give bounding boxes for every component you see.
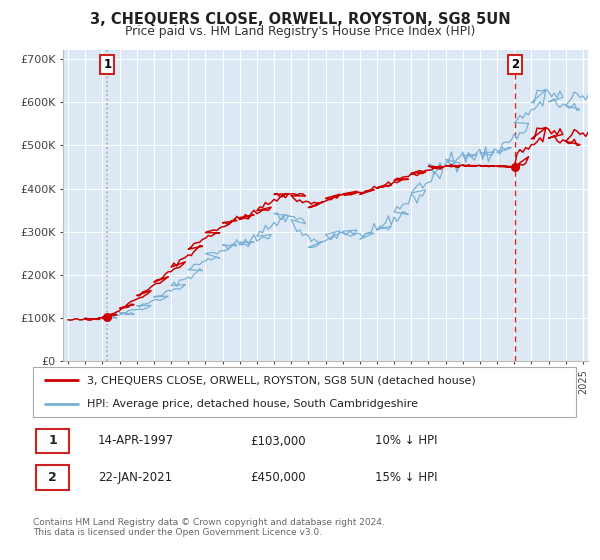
Text: 10% ↓ HPI: 10% ↓ HPI [375,435,437,447]
Text: 3, CHEQUERS CLOSE, ORWELL, ROYSTON, SG8 5UN (detached house): 3, CHEQUERS CLOSE, ORWELL, ROYSTON, SG8 … [88,375,476,385]
Text: Contains HM Land Registry data © Crown copyright and database right 2024.
This d: Contains HM Land Registry data © Crown c… [33,518,385,538]
Text: 14-APR-1997: 14-APR-1997 [98,435,174,447]
FancyBboxPatch shape [36,465,70,490]
FancyBboxPatch shape [36,428,70,454]
Text: 2: 2 [48,471,57,484]
FancyBboxPatch shape [33,367,576,417]
Text: 1: 1 [103,58,112,71]
Text: 1: 1 [48,435,57,447]
Text: 15% ↓ HPI: 15% ↓ HPI [375,471,437,484]
Text: Price paid vs. HM Land Registry's House Price Index (HPI): Price paid vs. HM Land Registry's House … [125,25,475,38]
Text: 2: 2 [511,58,519,71]
Text: £103,000: £103,000 [250,435,306,447]
Text: 3, CHEQUERS CLOSE, ORWELL, ROYSTON, SG8 5UN: 3, CHEQUERS CLOSE, ORWELL, ROYSTON, SG8 … [89,12,511,27]
Text: 22-JAN-2021: 22-JAN-2021 [98,471,172,484]
Text: £450,000: £450,000 [250,471,306,484]
Text: HPI: Average price, detached house, South Cambridgeshire: HPI: Average price, detached house, Sout… [88,399,418,409]
